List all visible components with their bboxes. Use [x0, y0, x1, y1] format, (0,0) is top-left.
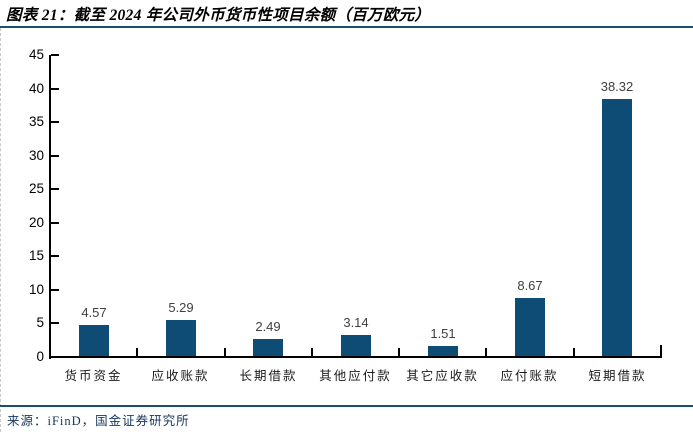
source-text: 来源：iFinD，国金证券研究所 [7, 414, 190, 428]
category-label: 应收账款 [151, 369, 210, 383]
y-axis-tick [51, 188, 59, 191]
bar-value-label: 1.51 [430, 326, 456, 341]
y-axis-tick-label: 35 [28, 114, 44, 130]
bar [341, 335, 371, 356]
bar [79, 325, 109, 356]
bar-value-label: 38.32 [600, 79, 634, 94]
x-axis-tick [136, 348, 139, 356]
y-axis-tick-label: 40 [28, 80, 44, 96]
category-label: 长期借款 [239, 369, 298, 383]
y-axis-tick-label: 5 [36, 315, 44, 331]
y-axis-tick [51, 221, 59, 224]
bar [428, 346, 458, 356]
bar [166, 320, 196, 356]
y-axis-line [49, 55, 51, 359]
y-axis-tick-label: 20 [28, 214, 44, 230]
x-axis-tick [485, 348, 488, 356]
y-axis-tick [51, 322, 59, 325]
bar [602, 99, 632, 356]
x-axis-tick [398, 348, 401, 356]
bar [515, 298, 545, 356]
bar-value-label: 2.49 [255, 319, 281, 334]
title-divider [0, 26, 693, 28]
category-label: 其它应收款 [406, 369, 479, 383]
y-axis-tick-label: 10 [28, 281, 44, 297]
x-axis-tick [223, 348, 226, 356]
y-axis-tick [51, 87, 59, 90]
category-label: 货币资金 [64, 369, 123, 383]
y-axis-tick [51, 121, 59, 124]
y-axis-tick-label: 15 [28, 248, 44, 264]
y-axis-tick [51, 154, 59, 157]
left-dashed-border [0, 28, 1, 432]
bar [253, 339, 283, 356]
figure-title: 图表 21：截至 2024 年公司外币货币性项目余额（百万欧元） [6, 7, 431, 24]
bar-value-label: 5.29 [168, 300, 194, 315]
y-axis-tick [51, 54, 59, 56]
y-axis-tick-label: 25 [28, 181, 44, 197]
x-axis-tick [310, 348, 313, 356]
bar-value-label: 3.14 [343, 315, 369, 330]
footer-divider [0, 405, 693, 407]
category-label: 其他应付款 [319, 369, 392, 383]
bar-value-label: 4.57 [81, 305, 107, 320]
category-label: 应付账款 [500, 369, 559, 383]
y-axis-tick [51, 255, 59, 258]
y-axis-tick [51, 288, 59, 291]
bar-value-label: 8.67 [517, 278, 543, 293]
y-axis-tick-label: 0 [36, 349, 44, 364]
x-axis-line [49, 356, 662, 358]
y-axis-tick-label: 45 [28, 47, 44, 62]
category-label: 短期借款 [588, 369, 647, 383]
y-axis-tick-label: 30 [28, 147, 44, 163]
x-axis-tick [572, 348, 575, 356]
x-axis-tick [660, 345, 662, 356]
